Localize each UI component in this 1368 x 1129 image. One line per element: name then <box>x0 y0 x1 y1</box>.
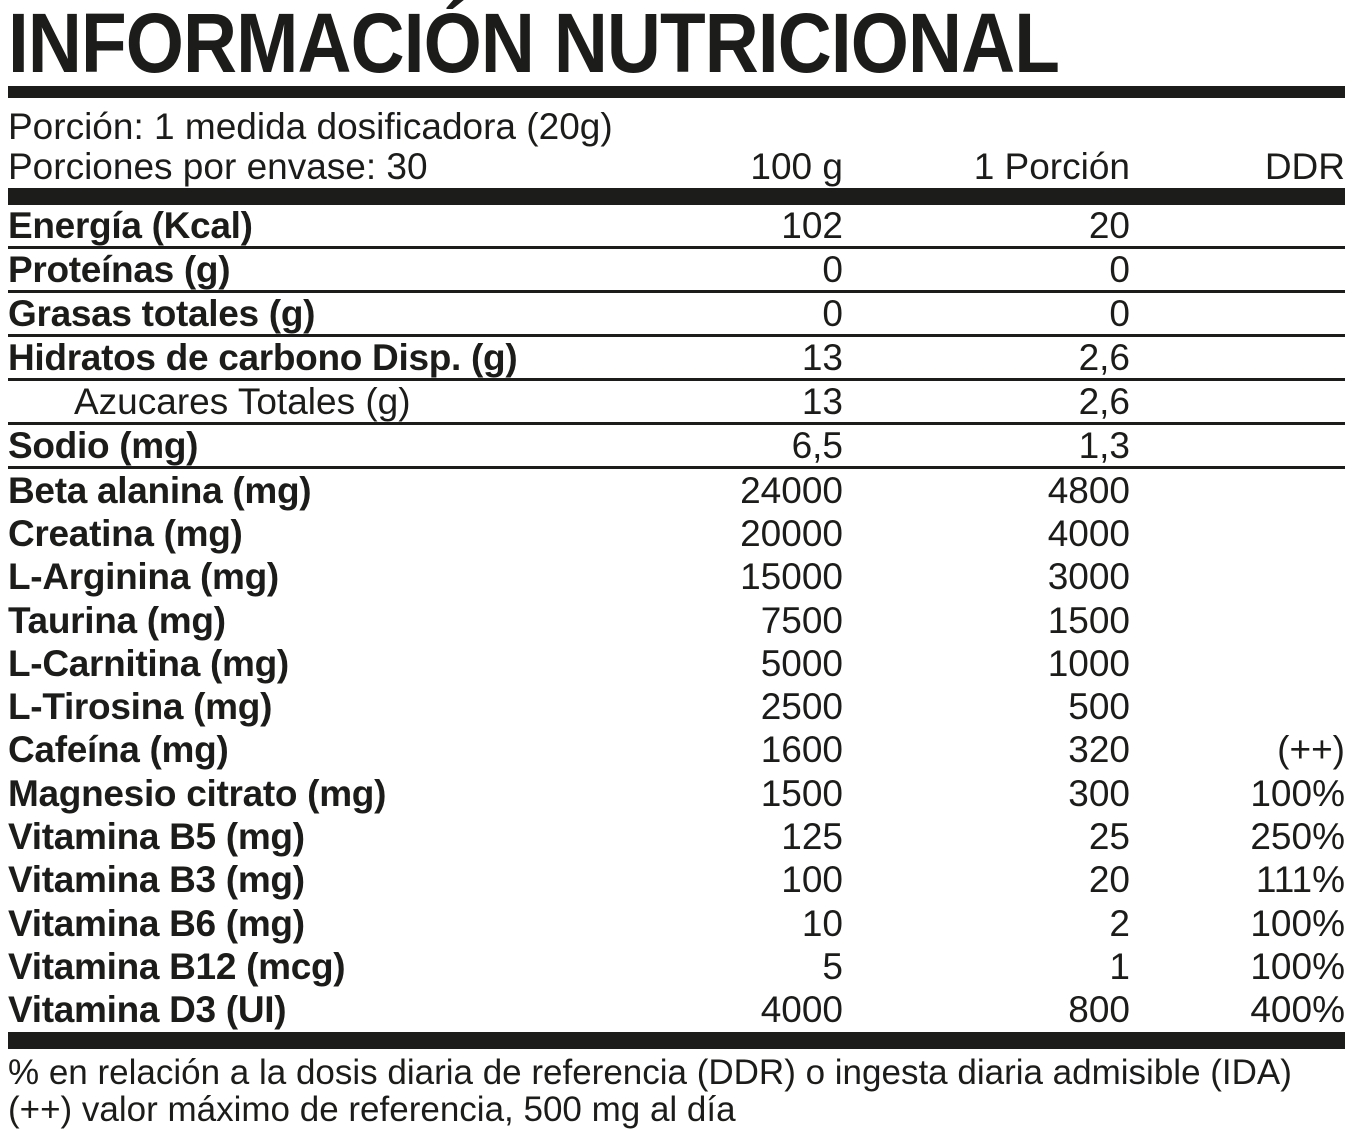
footnote-max-caffeine: (++) valor máximo de referencia, 500 mg … <box>8 1089 736 1129</box>
value-ddr: 400% <box>1250 989 1345 1031</box>
value-per-portion: 1000 <box>1047 642 1130 684</box>
value-per-portion: 1,3 <box>1078 425 1130 466</box>
value-per-100g: 7500 <box>760 599 843 641</box>
nutrient-name: Creatina (mg) <box>8 512 243 554</box>
footnotes-block: % en relación a la dosis diaria de refer… <box>8 1054 1345 1128</box>
servings-per-container-line: Porciones por envase: 30 <box>8 146 428 187</box>
value-per-portion: 4800 <box>1047 469 1130 511</box>
portion-size-line: Porción: 1 medida dosificadora (20g) <box>8 106 613 147</box>
value-per-portion: 300 <box>1068 772 1130 814</box>
page-title-text: INFORMACIÓN NUTRICIONAL <box>8 0 1060 90</box>
value-per-portion: 0 <box>1109 249 1130 290</box>
value-per-100g: 2500 <box>760 686 843 728</box>
table-row: Cafeína (mg) 1600 320 (++) <box>8 729 1345 772</box>
value-per-100g: 4000 <box>760 989 843 1031</box>
value-per-portion: 800 <box>1068 989 1130 1031</box>
value-per-100g: 0 <box>822 249 843 290</box>
nutrient-name: Hidratos de carbono Disp. (g) <box>8 337 518 378</box>
divider-header <box>8 188 1345 205</box>
nutrient-name: L-Tirosina (mg) <box>8 686 273 728</box>
column-header-per-portion: 1 Porción <box>973 146 1130 187</box>
value-per-100g: 5000 <box>760 642 843 684</box>
table-row: Vitamina B3 (mg) 100 20 111% <box>8 859 1345 902</box>
value-per-100g: 100 <box>781 859 843 901</box>
column-header-ddr: DDR <box>1264 146 1345 187</box>
value-ddr: (++) <box>1277 729 1345 771</box>
nutrient-name: Azucares Totales (g) <box>74 381 411 422</box>
table-row: Sodio (mg) 6,5 1,3 <box>8 425 1345 469</box>
table-row: Grasas totales (g) 0 0 <box>8 293 1345 337</box>
table-row: Hidratos de carbono Disp. (g) 13 2,6 <box>8 337 1345 381</box>
value-per-portion: 0 <box>1109 293 1130 334</box>
nutrient-name: Taurina (mg) <box>8 599 226 641</box>
value-per-portion: 2,6 <box>1078 381 1130 422</box>
value-per-portion: 4000 <box>1047 512 1130 554</box>
value-ddr: 250% <box>1250 816 1345 858</box>
table-header-row: Porciones por envase: 30 100 g 1 Porción… <box>8 146 1345 188</box>
nutrient-name: L-Arginina (mg) <box>8 556 279 598</box>
footnote-ddr: % en relación a la dosis diaria de refer… <box>8 1052 1292 1092</box>
table-row: L-Tirosina (mg) 2500 500 <box>8 685 1345 728</box>
nutrient-name: Beta alanina (mg) <box>8 469 312 511</box>
value-per-portion: 20 <box>1088 859 1130 901</box>
nutrient-name: Vitamina B12 (mcg) <box>8 945 346 987</box>
value-per-portion: 1 <box>1109 945 1130 987</box>
nutrition-table: Energía (Kcal) 102 20 Proteínas (g) 0 0 … <box>8 205 1345 1032</box>
table-row: Taurina (mg) 7500 1500 <box>8 599 1345 642</box>
table-row: Beta alanina (mg) 24000 4800 <box>8 469 1345 512</box>
value-per-100g: 15000 <box>740 556 843 598</box>
divider-bottom <box>8 1031 1345 1049</box>
table-row: L-Arginina (mg) 15000 3000 <box>8 556 1345 599</box>
value-per-100g: 6,5 <box>791 425 843 466</box>
value-per-100g: 102 <box>781 205 843 246</box>
nutrient-name: Magnesio citrato (mg) <box>8 772 387 814</box>
nutrient-name: Cafeína (mg) <box>8 729 229 771</box>
nutrient-name: Vitamina B5 (mg) <box>8 816 305 858</box>
value-per-portion: 1500 <box>1047 599 1130 641</box>
nutrient-name: Proteínas (g) <box>8 249 231 290</box>
value-per-100g: 13 <box>801 337 843 378</box>
table-row: Proteínas (g) 0 0 <box>8 249 1345 293</box>
value-per-portion: 3000 <box>1047 556 1130 598</box>
value-per-100g: 13 <box>801 381 843 422</box>
value-per-portion: 2,6 <box>1078 337 1130 378</box>
value-per-100g: 1500 <box>760 772 843 814</box>
table-row: Energía (Kcal) 102 20 <box>8 205 1345 249</box>
value-per-100g: 125 <box>781 816 843 858</box>
nutrient-name: Vitamina D3 (UI) <box>8 989 287 1031</box>
table-row: Vitamina B6 (mg) 10 2 100% <box>8 902 1345 945</box>
value-ddr: 100% <box>1250 945 1345 987</box>
value-ddr: 111% <box>1255 859 1345 901</box>
nutrient-name: Energía (Kcal) <box>8 205 253 246</box>
nutrient-name: L-Carnitina (mg) <box>8 642 289 684</box>
table-row: Creatina (mg) 20000 4000 <box>8 512 1345 555</box>
value-ddr: 100% <box>1250 772 1345 814</box>
nutrient-name: Sodio (mg) <box>8 425 199 466</box>
table-row: Azucares Totales (g) 13 2,6 <box>8 381 1345 425</box>
value-per-100g: 1600 <box>760 729 843 771</box>
table-row: L-Carnitina (mg) 5000 1000 <box>8 642 1345 685</box>
value-ddr: 100% <box>1250 902 1345 944</box>
nutrient-name: Vitamina B3 (mg) <box>8 859 305 901</box>
value-per-100g: 24000 <box>740 469 843 511</box>
page-title: INFORMACIÓN NUTRICIONAL <box>8 0 1345 86</box>
value-per-portion: 25 <box>1088 816 1130 858</box>
column-header-per-100g: 100 g <box>750 146 843 187</box>
value-per-portion: 20 <box>1088 205 1130 246</box>
divider-top <box>8 86 1345 98</box>
value-per-100g: 20000 <box>740 512 843 554</box>
table-row: Vitamina D3 (UI) 4000 800 400% <box>8 989 1345 1032</box>
value-per-100g: 0 <box>822 293 843 334</box>
nutrient-name: Vitamina B6 (mg) <box>8 902 305 944</box>
nutrient-name: Grasas totales (g) <box>8 293 316 334</box>
table-row: Vitamina B12 (mcg) 5 1 100% <box>8 945 1345 988</box>
value-per-100g: 5 <box>822 945 843 987</box>
table-row: Magnesio citrato (mg) 1500 300 100% <box>8 772 1345 815</box>
value-per-100g: 10 <box>801 902 843 944</box>
table-row: Vitamina B5 (mg) 125 25 250% <box>8 815 1345 858</box>
value-per-portion: 320 <box>1068 729 1130 771</box>
value-per-portion: 500 <box>1068 686 1130 728</box>
value-per-portion: 2 <box>1109 902 1130 944</box>
